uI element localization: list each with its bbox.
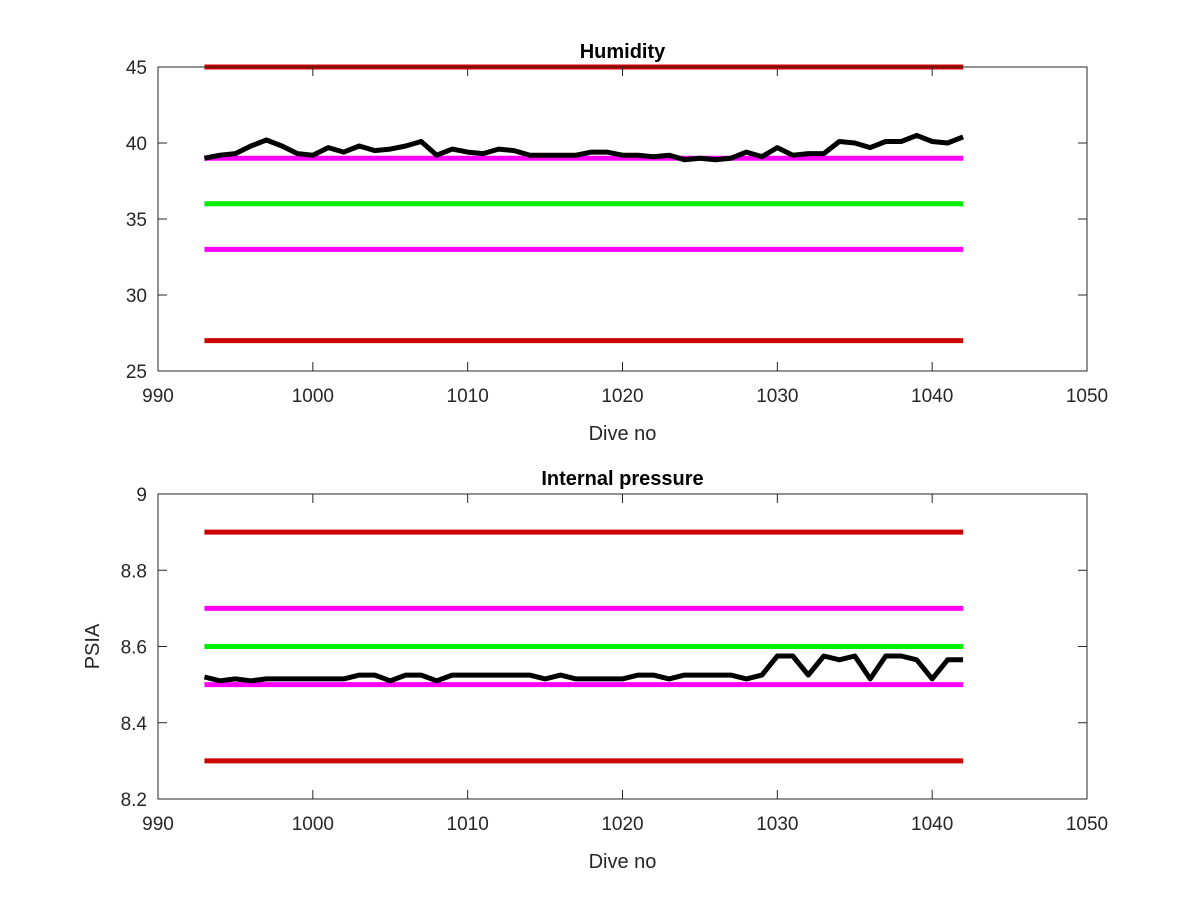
internal-pressure-series-line (203, 653, 964, 684)
humidity-x-tick-label: 1050 (1066, 386, 1108, 407)
humidity-y-tick-label: 40 (126, 134, 147, 155)
humidity-title: Humidity (580, 41, 666, 63)
internal-pressure-y-tick-label: 8.8 (121, 561, 147, 582)
humidity-y-tick-label: 30 (126, 286, 147, 307)
humidity-x-tick-label: 990 (142, 386, 174, 407)
humidity-y-tick-label: 45 (126, 58, 147, 79)
internal-pressure-x-tick-label: 1000 (292, 814, 334, 835)
internal-pressure-x-tick-label: 1010 (447, 814, 489, 835)
internal-pressure-x-tick-label: 1050 (1066, 814, 1108, 835)
humidity-x-tick-label: 1030 (756, 386, 798, 407)
humidity-x-axis-label: Dive no (589, 423, 657, 445)
internal-pressure-x-tick-label: 990 (142, 814, 174, 835)
internal-pressure-title: Internal pressure (541, 468, 703, 490)
internal-pressure-y-tick-label: 8.2 (121, 790, 147, 811)
humidity-x-tick-label: 1000 (292, 386, 334, 407)
internal-pressure-y-tick-label: 8.4 (121, 714, 148, 735)
humidity-x-tick-label: 1020 (601, 386, 643, 407)
internal-pressure-y-axis-label: PSIA (82, 623, 104, 669)
internal-pressure-y-tick-label: 9 (136, 485, 147, 506)
internal-pressure-y-tick-label: 8.6 (121, 638, 147, 659)
humidity-x-tick-label: 1010 (447, 386, 489, 407)
internal-pressure-x-tick-label: 1030 (756, 814, 798, 835)
internal-pressure-x-axis-label: Dive no (589, 851, 657, 873)
humidity-x-tick-label: 1040 (911, 386, 953, 407)
humidity-y-tick-label: 35 (126, 210, 147, 231)
humidity-y-tick-label: 25 (126, 362, 147, 383)
internal-pressure-subplot: 990 1000 1010 1020 1030 1040 1050 8.2 8.4 8.6 8.8 9… (82, 468, 1108, 873)
humidity-series-line (203, 132, 965, 163)
internal-pressure-x-tick-label: 1020 (601, 814, 643, 835)
internal-pressure-x-tick-label: 1040 (911, 814, 953, 835)
humidity-subplot: 990 1000 1010 1020 1030 1040 1050 25 30 35 40 45 Hum… (126, 41, 1108, 445)
humidity-plot-area (158, 67, 1087, 371)
